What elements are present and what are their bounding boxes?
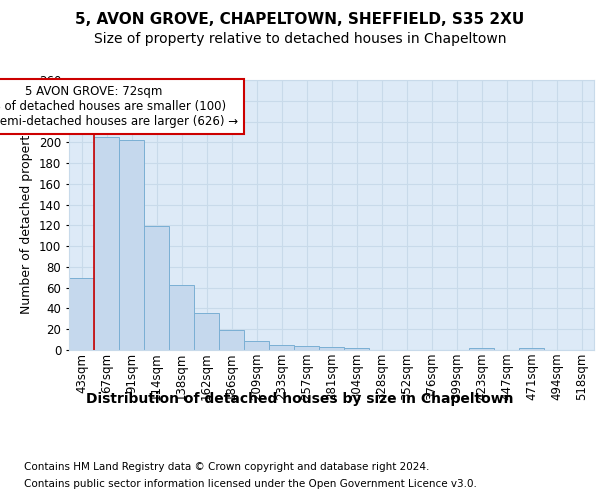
Bar [294,346,319,350]
Text: 5 AVON GROVE: 72sqm
← 14% of detached houses are smaller (100)
86% of semi-detac: 5 AVON GROVE: 72sqm ← 14% of detached ho… [0,85,239,128]
Text: Contains public sector information licensed under the Open Government Licence v3: Contains public sector information licen… [24,479,477,489]
Bar [69,278,94,350]
Bar [519,348,544,350]
Bar [244,340,269,350]
Y-axis label: Number of detached properties: Number of detached properties [20,116,34,314]
Bar [269,345,294,350]
Bar [94,137,119,350]
Bar [144,226,169,350]
Text: Contains HM Land Registry data © Crown copyright and database right 2024.: Contains HM Land Registry data © Crown c… [24,462,430,472]
Bar [344,348,369,350]
Text: Size of property relative to detached houses in Chapeltown: Size of property relative to detached ho… [94,32,506,46]
Bar [194,312,219,350]
Bar [119,140,144,350]
Bar [169,284,194,350]
Bar [469,348,494,350]
Text: Distribution of detached houses by size in Chapeltown: Distribution of detached houses by size … [86,392,514,406]
Bar [219,330,244,350]
Text: 5, AVON GROVE, CHAPELTOWN, SHEFFIELD, S35 2XU: 5, AVON GROVE, CHAPELTOWN, SHEFFIELD, S3… [76,12,524,28]
Bar [319,347,344,350]
